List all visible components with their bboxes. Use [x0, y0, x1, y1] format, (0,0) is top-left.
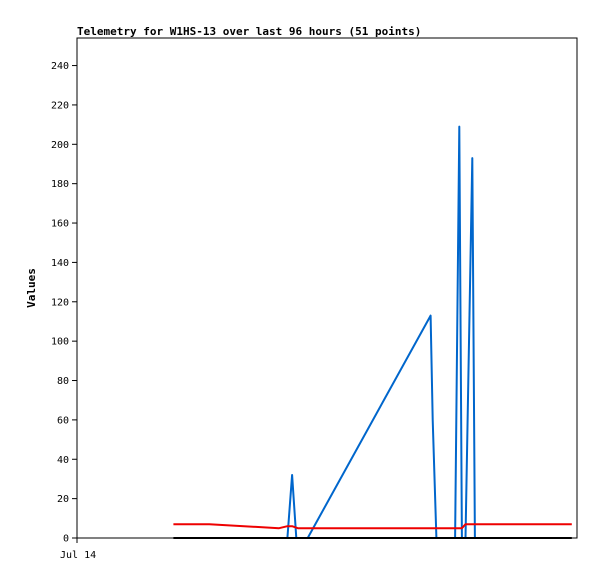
x-axis: Jul 14 [60, 538, 96, 561]
y-tick-label: 100 [51, 337, 69, 348]
y-tick-label: 120 [51, 297, 69, 308]
y-tick-label: 20 [57, 494, 69, 505]
y-tick-label: 240 [51, 61, 69, 72]
y-tick-label: 160 [51, 219, 69, 230]
y-tick-label: 180 [51, 179, 69, 190]
y-tick-label: 220 [51, 100, 69, 111]
y-tick-label: 140 [51, 258, 69, 269]
series-lines [173, 125, 572, 539]
y-axis-label: Values [25, 268, 38, 308]
series-line-2 [173, 523, 572, 530]
y-tick-label: 0 [63, 534, 69, 545]
x-tick-label: Jul 14 [60, 550, 96, 561]
y-tick-label: 200 [51, 140, 69, 151]
y-axis: 0 20 40 60 80 100 120 140 160 180 200 220 240 [51, 61, 77, 545]
y-tick-label: 40 [57, 455, 69, 466]
y-tick-label: 60 [57, 415, 69, 426]
y-tick-label: 80 [57, 376, 69, 387]
chart-title: Telemetry for W1HS-13 over last 96 hours… [77, 25, 421, 38]
plot-area [76, 37, 578, 539]
